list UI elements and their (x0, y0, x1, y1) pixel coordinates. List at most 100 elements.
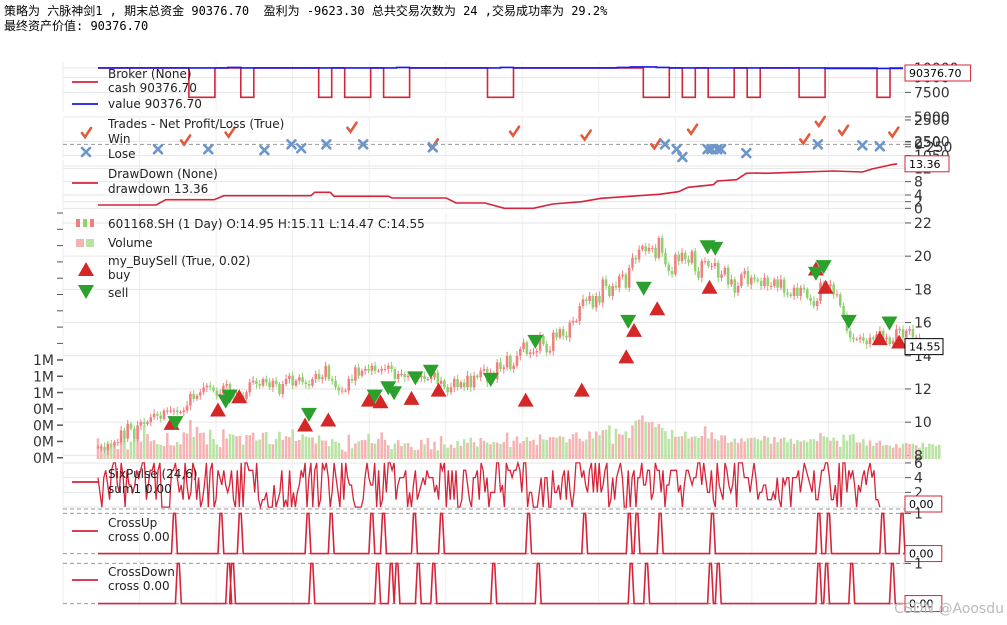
volume-bar (505, 432, 509, 459)
legend-price-title: 601168.SH (1 Day) O:14.95 H:15.11 L:14.4… (108, 217, 425, 231)
volume-bar (136, 438, 139, 459)
candle-body (393, 369, 397, 379)
volume-bar (618, 434, 621, 459)
volume-bar (914, 445, 918, 459)
candle-body (558, 329, 562, 338)
sell-marker (815, 260, 832, 275)
volume-bar (806, 441, 809, 459)
volume-bar (713, 438, 717, 459)
candle-body (169, 410, 172, 412)
volume-bar (495, 442, 499, 459)
sell-marker (482, 373, 499, 387)
volume-bar (274, 438, 278, 459)
volume-bar (792, 443, 796, 459)
sell-marker (422, 364, 439, 379)
header-summary: 策略为 六脉神剑1 , 期末总资金 90376.70 盈利为 -9623.30 … (4, 4, 608, 18)
volume-bar (367, 433, 370, 459)
candle-body (119, 430, 123, 443)
volume-bar (162, 446, 166, 459)
candle-body (769, 286, 773, 287)
volume-bar (707, 438, 710, 459)
volume-bar (291, 429, 294, 459)
trade-win-marker (346, 121, 358, 135)
candle-body (766, 277, 770, 286)
candle-body (314, 374, 318, 379)
candle-body (357, 367, 360, 376)
volume-tick-label: 1M (33, 370, 54, 386)
candle-body (657, 237, 661, 258)
volume-bar (581, 441, 585, 459)
candle-body (175, 410, 179, 413)
candle-body (641, 246, 644, 250)
volume-bar (119, 441, 123, 459)
candle-body (703, 261, 707, 263)
candle-body (759, 281, 763, 287)
volume-bar (621, 434, 624, 459)
volume-bar (637, 419, 641, 459)
volume-bar (611, 443, 614, 459)
volume-tick-label: 0M (33, 451, 54, 467)
legend-volume-label: Volume (108, 236, 153, 250)
candle-body (331, 379, 334, 381)
volume-bar (241, 444, 245, 459)
candle-body (806, 289, 809, 298)
volume-bar (268, 444, 271, 459)
price-tick-label: 12 (914, 382, 932, 398)
trade-loss-marker (203, 143, 214, 155)
sell-marker (366, 389, 383, 404)
marks-layer (78, 66, 941, 605)
volume-bar (139, 441, 143, 459)
volume-bar (123, 438, 126, 459)
volume-bar (169, 445, 172, 459)
volume-bar (895, 444, 898, 459)
candle-body (472, 375, 476, 388)
candle-body (581, 299, 585, 306)
candle-body (848, 330, 852, 338)
candle-body (337, 387, 341, 391)
volume-bar (512, 440, 515, 459)
broker-last-value-box (904, 64, 972, 82)
candle-body (255, 380, 258, 384)
volume-bar (928, 443, 931, 459)
candle-body (578, 306, 581, 321)
volume-bar (769, 443, 773, 459)
buy-marker (701, 279, 718, 294)
legend-crossup-label: cross 0.00 (108, 530, 170, 544)
legend-drawdown-title: DrawDown (None) (108, 167, 218, 181)
sell-marker (707, 241, 724, 256)
volume-bar (462, 439, 466, 459)
candle-body (136, 425, 139, 439)
candle-body (627, 267, 631, 288)
volume-bar (515, 436, 519, 459)
trades-tick-label: −250 (914, 140, 952, 156)
candle-body (509, 355, 512, 370)
legend-crossup-title: CrossUp (108, 516, 157, 530)
volume-bar (294, 441, 298, 459)
candle-body (647, 247, 651, 252)
price-tick-label: 10 (914, 415, 932, 431)
candle-body (149, 417, 153, 423)
volume-bar (885, 444, 888, 459)
candle-body (271, 380, 275, 388)
volume-bar (396, 440, 400, 459)
volume-bar (832, 437, 835, 459)
buy-marker (209, 402, 226, 417)
volume-bar (304, 436, 308, 459)
volume-bar (644, 421, 647, 459)
volume-bar (109, 445, 113, 459)
volume-bar (509, 447, 512, 459)
candle-body (317, 374, 321, 379)
candle-body (505, 355, 509, 368)
volume-bar (684, 431, 687, 459)
volume-bar (192, 436, 195, 459)
volume-bar (730, 441, 733, 459)
candle-body (106, 443, 110, 451)
buy-marker (360, 392, 377, 407)
volume-bar (492, 441, 496, 459)
candle-body (185, 405, 189, 411)
volume-bar (472, 442, 476, 459)
candle-body (743, 271, 746, 275)
crossup-line (98, 512, 906, 555)
legend-drawdown-label: drawdown 13.36 (108, 182, 208, 196)
buy-marker (649, 301, 666, 316)
